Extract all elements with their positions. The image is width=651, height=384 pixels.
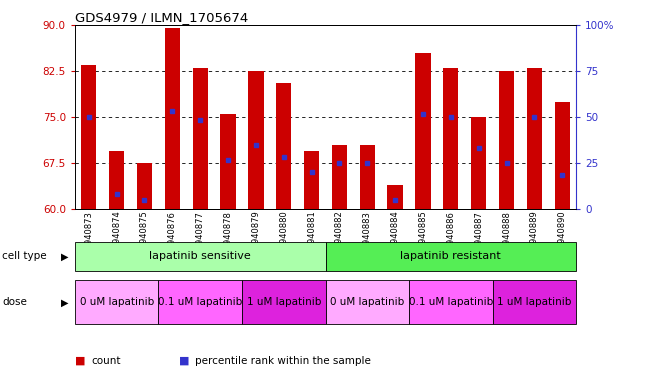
Text: ▶: ▶ [61, 251, 68, 262]
Text: 0 uM lapatinib: 0 uM lapatinib [79, 297, 154, 308]
Text: 0.1 uM lapatinib: 0.1 uM lapatinib [158, 297, 242, 308]
Text: ▶: ▶ [61, 297, 68, 308]
Text: percentile rank within the sample: percentile rank within the sample [195, 356, 371, 366]
Text: lapatinib resistant: lapatinib resistant [400, 251, 501, 262]
Bar [242, 280, 326, 324]
Bar [499, 71, 514, 209]
Text: GDS4979 / ILMN_1705674: GDS4979 / ILMN_1705674 [75, 11, 248, 24]
Bar [165, 28, 180, 209]
Text: lapatinib sensitive: lapatinib sensitive [149, 251, 251, 262]
Bar [109, 151, 124, 209]
Bar [304, 151, 319, 209]
Bar [276, 83, 292, 209]
Bar [493, 280, 576, 324]
Bar [75, 242, 326, 271]
Bar [137, 163, 152, 209]
Bar [555, 102, 570, 209]
Text: 0 uM lapatinib: 0 uM lapatinib [330, 297, 404, 308]
Text: cell type: cell type [2, 251, 47, 262]
Text: 1 uM lapatinib: 1 uM lapatinib [497, 297, 572, 308]
Text: ■: ■ [179, 356, 189, 366]
Bar [158, 280, 242, 324]
Bar [387, 185, 403, 209]
Bar [359, 145, 375, 209]
Bar [193, 68, 208, 209]
Bar [471, 117, 486, 209]
Bar [409, 280, 493, 324]
Text: ■: ■ [75, 356, 85, 366]
Bar [326, 242, 576, 271]
Bar [75, 280, 158, 324]
Bar [248, 71, 264, 209]
Bar [326, 280, 409, 324]
Bar [527, 68, 542, 209]
Text: dose: dose [2, 297, 27, 308]
Text: 0.1 uM lapatinib: 0.1 uM lapatinib [409, 297, 493, 308]
Bar [443, 68, 458, 209]
Bar [221, 114, 236, 209]
Bar [81, 65, 96, 209]
Bar [415, 53, 430, 209]
Text: 1 uM lapatinib: 1 uM lapatinib [247, 297, 321, 308]
Text: count: count [91, 356, 120, 366]
Bar [332, 145, 347, 209]
